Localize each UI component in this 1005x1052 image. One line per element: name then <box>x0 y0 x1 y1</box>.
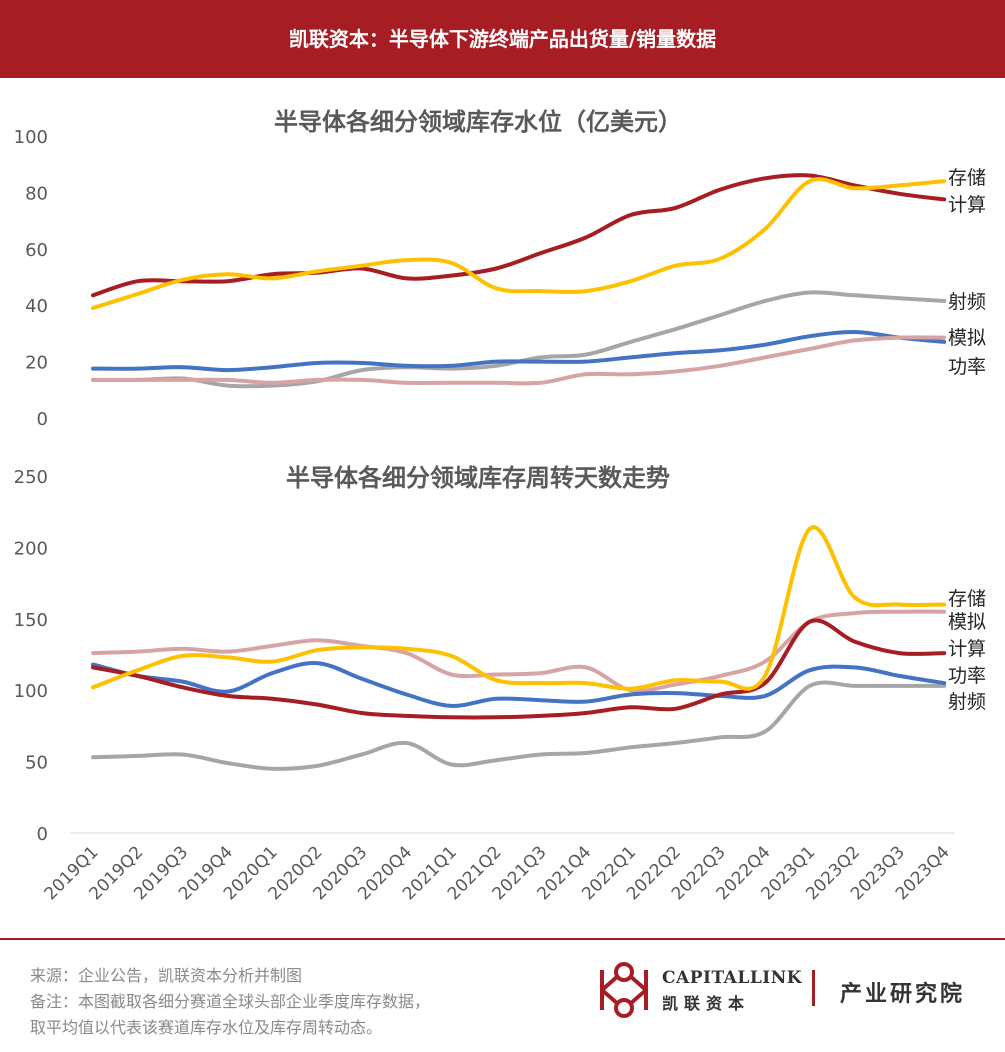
y-tick-label: 100 <box>14 127 48 148</box>
remark-line-2: 取平均值以代表该赛道库存水位及库存周转动态。 <box>30 1018 383 1037</box>
y-tick-label: 250 <box>14 467 48 488</box>
series-end-label: 计算 <box>948 638 986 660</box>
y-tick-label: 20 <box>25 353 48 374</box>
brand-institute: 产业研究院 <box>840 981 966 1007</box>
series-end-label: 功率 <box>948 665 986 687</box>
series-end-label: 模拟 <box>948 327 986 349</box>
y-tick-label: 150 <box>14 610 48 631</box>
series-line-射频 <box>91 680 947 771</box>
series-end-label: 射频 <box>948 691 986 713</box>
series-line-模拟 <box>91 661 947 708</box>
y-tick-label: 80 <box>25 183 48 204</box>
y-tick-label: 0 <box>37 409 48 430</box>
series-line-存储 <box>91 177 947 310</box>
series-end-label: 模拟 <box>948 611 986 633</box>
series-end-label: 功率 <box>948 356 986 378</box>
series-line-功率 <box>91 335 947 386</box>
brand-separator <box>812 970 815 1006</box>
brand-name-cn: 凯联资本 <box>662 994 751 1013</box>
y-tick-label: 200 <box>14 538 48 559</box>
series-line-射频 <box>91 290 947 389</box>
series-line-计算 <box>91 173 947 298</box>
y-tick-label: 100 <box>14 681 48 702</box>
charts-area: 半导体各细分领域库存水位（亿美元）020406080100存储计算射频模拟功率 … <box>14 108 986 904</box>
y-tick-label: 50 <box>25 753 48 774</box>
source-note: 来源：企业公告，凯联资本分析并制图 <box>30 966 303 985</box>
page-title: 凯联资本：半导体下游终端产品出货量/销量数据 <box>288 27 717 51</box>
brand-name-en: CAPITALLINK <box>662 968 803 988</box>
footer-divider <box>0 938 1005 940</box>
series-line-计算 <box>91 618 947 720</box>
y-tick-label: 0 <box>37 824 48 845</box>
y-tick-label: 40 <box>25 296 48 317</box>
chart-title: 半导体各细分领域库存周转天数走势 <box>286 464 670 492</box>
series-end-label: 存储 <box>948 167 986 189</box>
series-end-label: 射频 <box>948 291 986 313</box>
chart-title: 半导体各细分领域库存水位（亿美元） <box>274 108 682 136</box>
series-end-label: 存储 <box>948 588 986 610</box>
capitallink-logo-icon <box>592 960 656 1020</box>
series-end-label: 计算 <box>948 194 986 216</box>
y-tick-label: 60 <box>25 240 48 261</box>
series-line-模拟 <box>91 329 947 373</box>
series-line-存储 <box>91 525 947 691</box>
remark-line-1: 备注：本图截取各细分赛道全球头部企业季度库存数据， <box>30 992 431 1011</box>
series-line-功率 <box>91 609 947 693</box>
inventory-turnover-chart: 半导体各细分领域库存周转天数走势0501001502002502019Q1201… <box>14 464 986 904</box>
header-bar <box>0 0 1005 78</box>
